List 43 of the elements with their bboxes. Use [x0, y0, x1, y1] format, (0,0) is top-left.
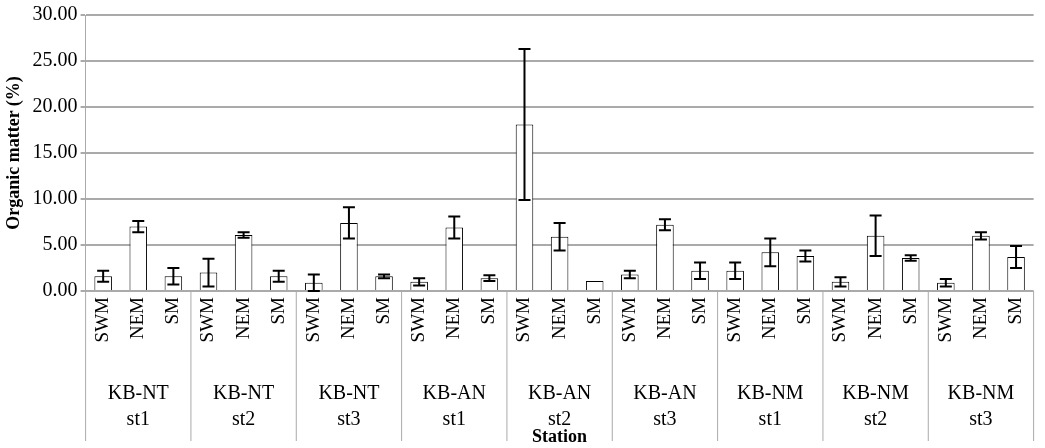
text: KB-NM st3: [947, 381, 1015, 430]
x-tick-label: NEM: [652, 296, 674, 340]
x-tick-label: SWM: [407, 296, 429, 343]
y-tick-label: 30.00: [32, 2, 78, 25]
y-tick-label: 15.00: [32, 140, 78, 163]
x-tick-label: SM: [898, 296, 920, 325]
text: KB-NT st1: [107, 381, 169, 430]
x-tick-label: SM: [477, 296, 499, 325]
x-tick-label: SM: [372, 296, 394, 325]
x-tick-label: SM: [688, 296, 710, 325]
x-tick-label: NEM: [442, 296, 464, 340]
x-tick-label: NEM: [231, 296, 253, 340]
x-tick-label: SM: [266, 296, 288, 325]
x-tick-label: SWM: [723, 296, 745, 343]
x-tick-label: SWM: [196, 296, 218, 343]
text: KB-NT st2: [213, 381, 275, 430]
x-tick-label: SWM: [617, 296, 639, 343]
x-tick-label: NEM: [547, 296, 569, 340]
x-tick-label: NEM: [863, 296, 885, 340]
x-tick-label: SWM: [933, 296, 955, 343]
x-tick-label: NEM: [968, 296, 990, 340]
text: KB-NM st2: [842, 381, 910, 430]
y-tick-label: 25.00: [32, 48, 78, 71]
text: KB-NT st3: [318, 381, 380, 430]
text: KB-AN st1: [422, 381, 486, 430]
x-tick-label: SWM: [828, 296, 850, 343]
y-tick-label: 0.00: [42, 278, 78, 301]
x-tick-label: SM: [1004, 296, 1026, 325]
x-tick-label: SM: [161, 296, 183, 325]
text: KB-NM st1: [736, 381, 804, 430]
x-tick-label: NEM: [336, 296, 358, 340]
x-tick-label: SWM: [301, 296, 323, 343]
x-tick-label: SWM: [512, 296, 534, 343]
text: KB-AN st3: [633, 381, 697, 430]
y-tick-label: 10.00: [32, 186, 78, 209]
x-tick-label: SM: [582, 296, 604, 325]
x-tick-label: NEM: [758, 296, 780, 340]
x-tick-label: SM: [793, 296, 815, 325]
y-tick-label: 5.00: [42, 232, 78, 255]
x-tick-label: NEM: [126, 296, 148, 340]
y-axis-title: Organic matter (%): [3, 76, 25, 230]
y-tick-label: 20.00: [32, 94, 78, 117]
x-tick-label: SWM: [91, 296, 113, 343]
